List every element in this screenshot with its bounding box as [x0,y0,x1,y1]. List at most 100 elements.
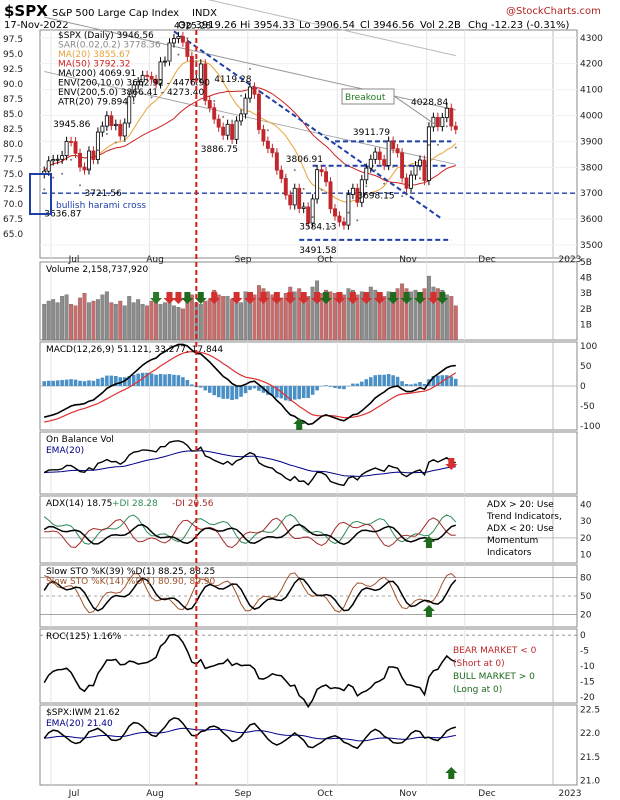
sar-dot [338,239,341,242]
macd-histogram-bar [225,386,230,399]
volume-bar [163,302,167,341]
volume-bar [91,300,96,341]
sar-dot [311,216,314,219]
volume-signal-arrow [208,292,221,304]
price-candle [283,178,288,196]
volume-tick-label: 3B [580,289,592,299]
macd-histogram-bar [248,386,252,390]
price-candle [261,129,266,142]
macd-histogram-bar [212,386,217,396]
sar-dot [96,149,99,152]
price-legend-item: MA(200) 4069.91 [58,69,136,79]
price-left-tick-label: 82.5 [3,125,23,135]
volume-bar [95,299,100,341]
price-candle [404,177,409,189]
price-candle [100,125,105,133]
sto14-line [44,572,457,614]
sto-buy-arrow [422,605,435,617]
volume-bar [265,291,270,341]
volume-bar [154,299,159,341]
price-annotation: 3636.87 [44,210,81,220]
price-candle [364,167,369,181]
price-candle [185,41,190,57]
price-candle [350,187,355,195]
price-legend-item: ATR(20) 79.894 [58,98,128,108]
sar-dot [293,169,296,172]
price-candle [306,206,311,224]
macd-histogram-bar [342,386,346,390]
price-candle [435,116,440,128]
sar-dot [436,143,439,146]
sar-dot [195,59,198,62]
volume-bar [444,294,449,341]
macd-histogram-bar [172,374,176,386]
macd-histogram-bar [131,374,136,386]
volume-bar [176,307,181,341]
volume-bar [346,288,351,341]
sar-dot [150,96,153,99]
volume-signal-arrow [346,292,359,304]
volume-bar [140,303,145,341]
macd-histogram-bar [328,386,333,387]
watermark: @StockCharts.com [506,6,601,17]
macd-histogram-bar [127,376,132,386]
volume-bar [440,289,445,341]
price-candle [176,36,181,39]
volume-signal-arrow [400,292,413,304]
volume-bar [315,280,320,341]
volume-signal-arrow [387,292,400,304]
price-candle [95,131,100,160]
volume-bar [341,294,346,341]
macd-histogram-bar [109,375,114,386]
macd-histogram-bar [78,380,82,386]
adx-note: ADX < 20: Use [487,524,554,534]
volume-bar [145,305,150,341]
obv-ema-legend: EMA(20) [46,446,84,456]
high-value: Hi 3954.33 [240,20,295,31]
volume-bar [350,289,355,341]
price-candle [87,150,91,171]
sar-dot [257,110,260,113]
volume-bar [297,288,302,341]
price-candle [221,126,226,136]
macd-histogram-bar [216,386,221,398]
macd-histogram-bar [145,372,149,386]
macd-histogram-bar [51,380,55,386]
roc-tick-label: -15 [580,677,595,687]
macd-histogram-bar [382,374,386,386]
ratio-tick-label: 21.5 [580,753,600,763]
price-candle [288,194,293,206]
macd-tick-label: 50 [580,362,592,372]
ratio-tick-label: 22.5 [580,706,600,716]
volume-signal-arrow [320,292,333,304]
macd-histogram-bar [391,375,395,386]
price-candle [400,152,405,179]
macd-histogram-bar [230,386,234,400]
macd-histogram-bar [149,373,154,386]
sar-dot [374,169,377,172]
macd-histogram-bar [69,379,73,386]
macd-histogram-bar [351,383,355,386]
volume-bar [373,289,378,341]
macd-histogram-bar [283,386,288,401]
volume-bar [189,294,194,341]
price-candle [73,141,78,154]
price-annotation: 4028.84 [411,98,448,108]
price-legend-item: $SPX (Daily) 3946.56 [58,31,154,41]
price-candle [265,140,270,149]
price-annotation: 3491.58 [299,246,336,256]
price-legend-item: MA(50) 3792.32 [58,60,130,70]
volume-bar [248,297,252,341]
price-candle [418,159,422,167]
macd-histogram-bar [306,386,310,398]
volume-value: Vol 2.2B [420,20,461,31]
price-annotation: 4325.28 [174,22,211,32]
price-legend-item: SAR(0.02,0.2) 3778.36 [58,41,161,51]
macd-histogram-bar [190,384,194,386]
price-candle [239,113,244,122]
price-candle [51,159,56,162]
price-candle [109,115,114,127]
x-axis-tick-label: Dec [478,255,495,265]
macd-histogram-bar [257,386,261,391]
price-left-tick-label: 85.0 [3,110,23,120]
